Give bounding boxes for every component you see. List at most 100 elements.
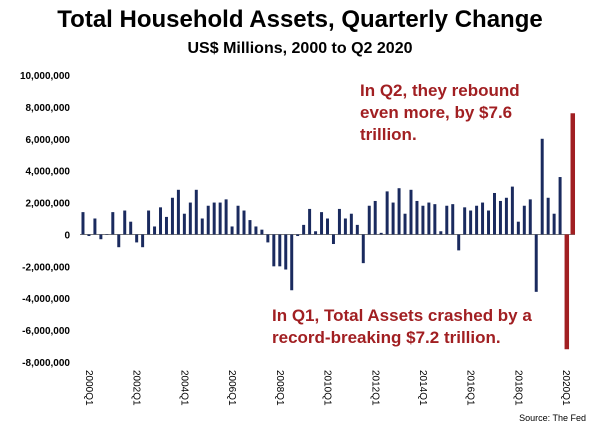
bar — [129, 221, 133, 235]
x-tick-label: 2020Q1 — [560, 370, 571, 406]
bar — [326, 218, 329, 235]
bar — [439, 231, 443, 235]
bar — [534, 234, 538, 292]
bar — [135, 234, 139, 243]
bar — [320, 212, 324, 235]
x-tick-label: 2002Q1 — [131, 370, 142, 406]
y-tick-label: 0 — [64, 230, 70, 241]
y-tick-label: 10,000,000 — [20, 71, 70, 82]
bar — [188, 202, 192, 235]
bar — [242, 210, 246, 235]
bar — [111, 212, 115, 235]
bar — [278, 234, 282, 267]
bar — [296, 234, 300, 237]
bar — [349, 213, 353, 235]
x-tick-label: 2006Q1 — [226, 370, 237, 406]
y-tick-label: 2,000,000 — [26, 199, 71, 210]
chart-title: Total Household Assets, Quarterly Change — [57, 6, 543, 33]
source-note: Source: The Fed — [519, 413, 586, 423]
bar — [164, 216, 168, 235]
bar — [284, 234, 288, 270]
x-tick-label: 2010Q1 — [322, 370, 333, 406]
y-tick-label: 4,000,000 — [26, 167, 71, 178]
bar — [528, 199, 532, 235]
bar — [367, 205, 371, 235]
bar — [463, 207, 467, 235]
bar — [236, 205, 240, 235]
bar — [469, 210, 473, 235]
y-tick-label: -8,000,000 — [22, 358, 70, 369]
bar — [314, 231, 318, 235]
bar — [87, 234, 91, 237]
bar — [546, 197, 550, 235]
bar — [147, 210, 151, 235]
bar — [218, 202, 222, 235]
x-tick-label: 2004Q1 — [178, 370, 189, 406]
chart-subtitle: US$ Millions, 2000 to Q2 2020 — [187, 40, 413, 57]
bar — [516, 221, 520, 235]
bar — [522, 205, 526, 235]
x-tick-label: 2000Q1 — [83, 370, 94, 406]
bar — [498, 200, 502, 235]
bar — [457, 234, 461, 251]
bar — [206, 205, 210, 235]
bar — [445, 205, 449, 235]
x-tick-label: 2008Q1 — [274, 370, 285, 406]
bar — [427, 202, 431, 235]
bar — [153, 226, 157, 235]
y-tick-label: -2,000,000 — [22, 262, 70, 273]
bar — [451, 204, 455, 235]
bar — [230, 226, 234, 235]
bar — [141, 234, 145, 248]
bar — [481, 202, 485, 235]
bar — [373, 200, 377, 235]
bar — [254, 226, 258, 235]
bar — [403, 213, 407, 235]
bar — [308, 208, 312, 235]
bar — [397, 188, 401, 235]
bar — [194, 189, 198, 235]
y-tick-label: -4,000,000 — [22, 294, 70, 305]
bar — [182, 213, 186, 235]
bar — [475, 205, 479, 235]
bar — [159, 207, 162, 235]
bar — [200, 218, 204, 235]
bar — [176, 189, 180, 235]
bar — [170, 197, 174, 235]
bar — [99, 234, 103, 240]
bar — [248, 220, 252, 235]
bar — [379, 232, 383, 235]
bar-highlight — [564, 234, 570, 350]
x-tick-label: 2016Q1 — [465, 370, 476, 406]
bar — [93, 218, 97, 235]
bar — [343, 218, 347, 235]
bar-highlight — [570, 113, 576, 235]
bar — [510, 186, 514, 235]
bar — [552, 213, 556, 235]
bar — [290, 234, 294, 291]
bar — [355, 224, 359, 235]
bar — [391, 202, 395, 235]
bar — [266, 234, 270, 243]
bar — [361, 234, 365, 264]
annotation-q1-crash: In Q1, Total Assets crashed by a record-… — [272, 306, 532, 347]
bar — [337, 208, 341, 235]
bar — [272, 234, 276, 267]
annotation-q2-rebound: In Q2, they rebound even more, by $7.6 t… — [360, 81, 520, 144]
x-tick-label: 2018Q1 — [512, 370, 523, 406]
x-tick-label: 2012Q1 — [369, 370, 380, 406]
y-tick-label: 8,000,000 — [26, 103, 71, 114]
bar — [558, 177, 562, 235]
bar — [81, 212, 85, 235]
bar — [385, 191, 389, 235]
bar — [433, 204, 437, 235]
bar — [117, 234, 121, 248]
bar — [212, 202, 216, 235]
bar — [409, 189, 413, 235]
bar — [421, 205, 425, 235]
bar — [415, 200, 419, 235]
y-tick-label: 6,000,000 — [26, 135, 71, 146]
bar — [260, 229, 264, 235]
bar — [504, 197, 508, 235]
bar — [123, 210, 127, 235]
